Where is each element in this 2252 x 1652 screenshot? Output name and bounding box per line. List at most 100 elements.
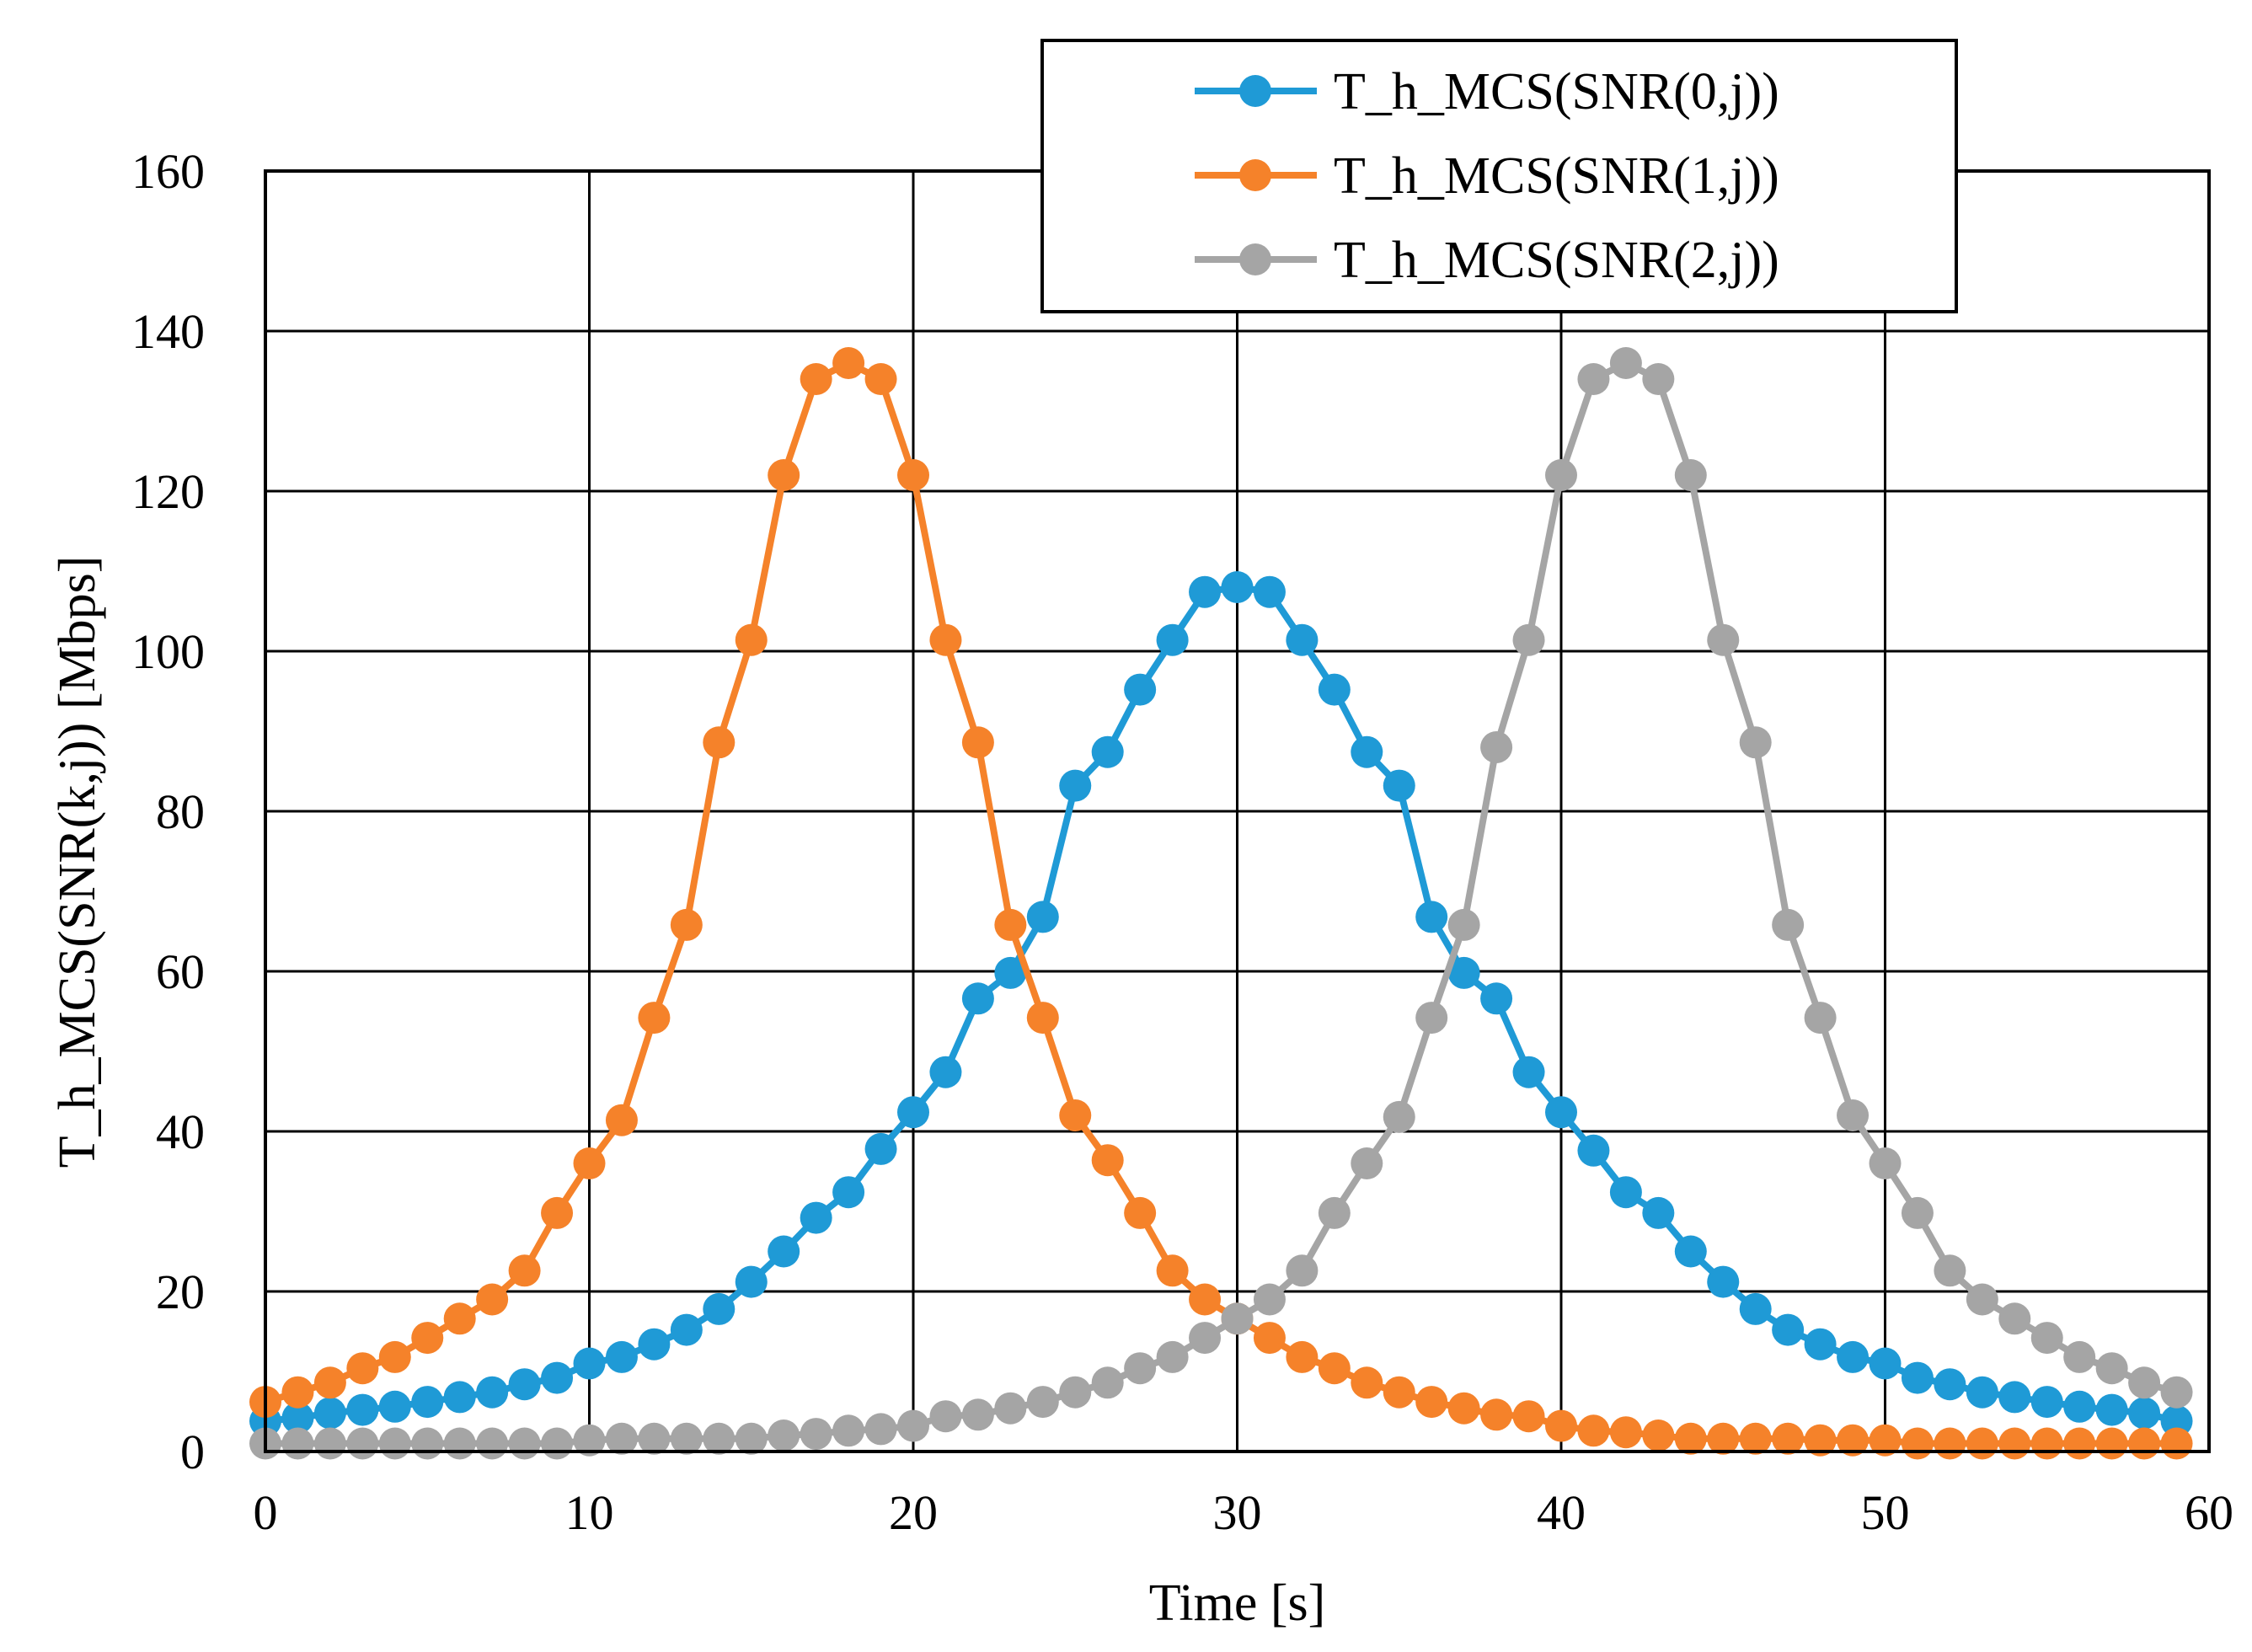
data-point	[1545, 1096, 1577, 1129]
data-point	[735, 1265, 768, 1298]
data-point	[1026, 1386, 1059, 1419]
data-point	[1674, 1422, 1707, 1455]
legend-item: T_h_MCS(SNR(2,j))	[1195, 232, 1779, 289]
data-point	[2160, 1404, 2193, 1437]
data-point	[1998, 1427, 2031, 1460]
data-point	[1739, 726, 1772, 759]
data-point	[2160, 1427, 2193, 1460]
data-point	[1351, 1366, 1383, 1399]
data-point	[832, 1414, 865, 1447]
data-point	[1642, 1196, 1675, 1229]
data-point	[1383, 1376, 1415, 1409]
data-point	[573, 1147, 606, 1179]
data-point	[1026, 901, 1059, 933]
data-point	[1091, 1144, 1124, 1177]
data-point	[1934, 1254, 1966, 1287]
data-point	[768, 459, 800, 491]
data-point	[638, 1002, 671, 1035]
data-point	[411, 1386, 444, 1419]
legend-label: T_h_MCS(SNR(1,j))	[1334, 147, 1779, 205]
data-point	[605, 1104, 638, 1136]
data-point	[2030, 1386, 2063, 1419]
data-point	[508, 1368, 541, 1401]
data-point	[1253, 575, 1286, 608]
legend: T_h_MCS(SNR(0,j)) T_h_MCS(SNR(1,j)) T_h_MC…	[1040, 39, 1958, 313]
series-line-0	[265, 584, 2178, 1425]
data-point	[1124, 1352, 1157, 1385]
data-point	[1642, 363, 1675, 395]
x-axis-label: Time [s]	[1149, 1574, 1326, 1632]
data-point	[1772, 1313, 1805, 1346]
data-point	[281, 1402, 314, 1435]
data-point	[832, 1176, 865, 1209]
data-point	[897, 1409, 929, 1442]
data-point	[1966, 1427, 1998, 1460]
data-point	[1772, 908, 1805, 941]
data-point	[346, 1352, 379, 1385]
legend-box	[1040, 39, 1958, 313]
y-tick-label: 0	[180, 1425, 205, 1479]
data-point	[1966, 1376, 1998, 1409]
data-point	[313, 1397, 346, 1430]
data-point	[735, 1422, 768, 1455]
data-point	[605, 1340, 638, 1373]
data-point	[443, 1302, 476, 1335]
data-point	[768, 1235, 800, 1268]
data-point	[2095, 1427, 2128, 1460]
data-point	[864, 1132, 897, 1165]
legend-label: T_h_MCS(SNR(2,j))	[1334, 232, 1779, 289]
data-point	[1447, 908, 1480, 941]
data-point	[703, 1292, 736, 1325]
data-point	[443, 1427, 476, 1460]
data-point	[508, 1254, 541, 1287]
data-point	[768, 1419, 800, 1452]
data-point	[1804, 1328, 1837, 1361]
data-point	[832, 347, 865, 379]
data-point	[1351, 735, 1383, 768]
x-tick-label: 40	[1537, 1485, 1586, 1540]
data-point	[605, 1422, 638, 1455]
data-point	[1480, 731, 1513, 763]
data-point	[1318, 1352, 1351, 1385]
x-tick-label: 0	[254, 1485, 278, 1540]
data-point	[281, 1427, 314, 1460]
data-point	[1253, 1283, 1286, 1316]
data-point	[2128, 1366, 2161, 1399]
data-point	[1091, 1366, 1124, 1399]
series-line-2	[265, 360, 2178, 1447]
data-point	[1577, 1414, 1610, 1447]
data-point	[313, 1366, 346, 1399]
data-point	[1318, 1196, 1351, 1229]
data-point	[1674, 1235, 1707, 1268]
x-tick-labels: 0 10 20 30 40 50 60	[254, 1485, 2234, 1540]
data-point	[1512, 623, 1545, 656]
data-point	[961, 982, 994, 1015]
grid	[264, 169, 2211, 1453]
data-point	[476, 1283, 509, 1316]
data-point	[1156, 623, 1189, 656]
legend-label: T_h_MCS(SNR(0,j))	[1334, 63, 1779, 120]
y-axis-label: T_h_MCS(SNR(k,j)) [Mbps]	[49, 556, 106, 1168]
data-point	[1934, 1368, 1966, 1401]
data-point	[1318, 673, 1351, 706]
data-point	[1609, 347, 1642, 379]
data-point	[1934, 1427, 1966, 1460]
data-point	[1707, 1265, 1740, 1298]
x-tick-label: 60	[2185, 1485, 2233, 1540]
x-tick-label: 10	[565, 1485, 614, 1540]
data-point	[800, 1418, 832, 1451]
data-point	[800, 1201, 832, 1234]
data-point	[1124, 673, 1157, 706]
data-point	[313, 1427, 346, 1460]
data-point	[1837, 1099, 1870, 1131]
data-point	[1124, 1196, 1157, 1229]
data-point	[1253, 1322, 1286, 1355]
data-point	[411, 1427, 444, 1460]
data-point	[1221, 571, 1254, 603]
data-point	[1221, 1302, 1254, 1335]
data-point	[2160, 1376, 2193, 1409]
data-point	[1415, 901, 1448, 933]
data-point	[2095, 1393, 2128, 1426]
data-point	[1189, 1322, 1222, 1355]
